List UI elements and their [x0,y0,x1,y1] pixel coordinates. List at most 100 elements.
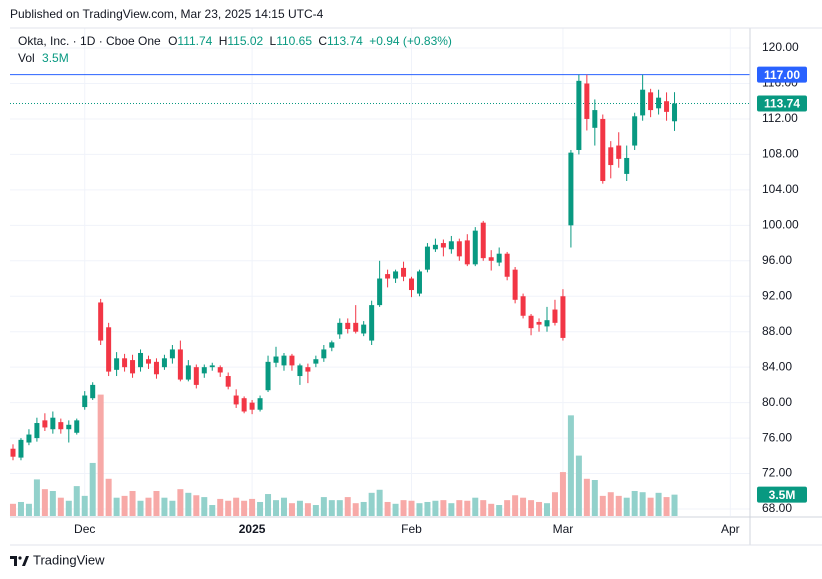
volume-bar [169,500,176,516]
volume-name: Vol [18,51,35,65]
candle-body [58,422,64,430]
logo-icon [10,556,17,566]
candle-body [456,241,462,257]
y-tick-label: 76.00 [762,430,792,444]
candle-body [34,423,40,439]
volume-bar [241,500,248,516]
candle-body [496,253,502,263]
y-tick-label: 104.00 [762,182,799,196]
candle-body [369,305,375,341]
volume-bar [185,492,192,516]
candle-body [217,367,223,373]
x-tick-label: Feb [401,522,422,536]
logo: TradingView [10,552,105,567]
volume-bar [33,479,40,516]
candle-body [153,361,159,375]
hline-tag-label: 117.00 [764,68,800,82]
candle-body [297,365,303,377]
candle-body [138,352,144,368]
candle-body [361,324,367,334]
candle-body [74,420,80,433]
volume-bar [89,462,96,516]
volume-bar [559,472,566,516]
volume-bar [49,490,56,516]
volume-bar [312,505,319,516]
candle-body [632,116,638,146]
y-tick-label: 92.00 [762,288,792,302]
volume-bar [528,500,535,516]
candle-body [90,384,96,399]
volume-bar [647,497,654,516]
candle-body [305,367,311,372]
volume-bar [113,497,120,516]
y-tick-label: 80.00 [762,395,792,409]
volume-bar [671,494,678,516]
candle-body [329,342,335,348]
price-tag-group: 113.74 [757,95,807,112]
volume-bar [567,415,574,516]
volume-bar [320,497,327,516]
candle-body [640,89,646,116]
candle-body [26,434,32,443]
x-tick-label: Mar [553,522,574,536]
candle-body [385,274,391,279]
candle-body [249,402,255,410]
ohlc-value: 113.74 [327,34,363,48]
volume-legend: Vol 3.5M [18,51,69,65]
volume-bar [145,497,152,516]
volume-bar [288,503,295,516]
volume-tag-group: 3.5M [757,486,807,503]
volume-bar [137,500,144,516]
y-tick-label: 68.00 [762,501,792,515]
published-note: Published on TradingView.com, Mar 23, 20… [10,7,324,21]
volume-bar [161,497,168,516]
plot [9,28,750,516]
hline-tag-group: 117.00 [757,66,807,83]
volume-bar [384,501,391,516]
candle-body [424,246,430,270]
candle-body [393,271,399,279]
candle-body [50,417,56,430]
candle-body [114,358,120,370]
volume-bar [368,492,375,516]
candle-body [409,278,415,291]
candle-body [656,97,662,109]
volume-bar [536,501,543,516]
candle-body [321,349,327,359]
candle-body [480,222,486,259]
candle-body [560,296,566,338]
hline-tag [757,66,807,83]
volume-bar [496,505,503,516]
volume-bar [583,478,590,516]
logo-icon [18,556,22,560]
volume-bar [296,500,303,516]
ohlc-letter: O [168,34,177,48]
volume-bar [376,489,383,516]
volume-bar [273,500,280,516]
volume-bar [249,498,256,516]
y-tick-label: 100.00 [762,218,799,232]
candle-body [18,439,24,458]
volume-bar [105,478,112,516]
volume-bar [360,501,367,516]
volume-bar [464,500,471,516]
candle-body [377,278,383,306]
volume-bar [209,505,216,516]
volume-bar [639,492,646,516]
volume-bar [73,486,80,516]
volume-bar [17,501,24,516]
volume-bar [448,503,455,516]
candle-body [576,80,582,150]
volume-bar [336,500,343,516]
candle-body [241,398,247,412]
volume-bar [504,500,511,516]
y-tick-label: 112.00 [762,111,798,125]
volume-bar [424,501,431,516]
volume-bar [512,495,519,516]
candle-body [209,365,215,368]
candle-body [345,322,351,330]
ohlc-value: 110.65 [276,34,312,48]
candle-body [504,253,510,277]
y-tick-label: 96.00 [762,253,792,267]
